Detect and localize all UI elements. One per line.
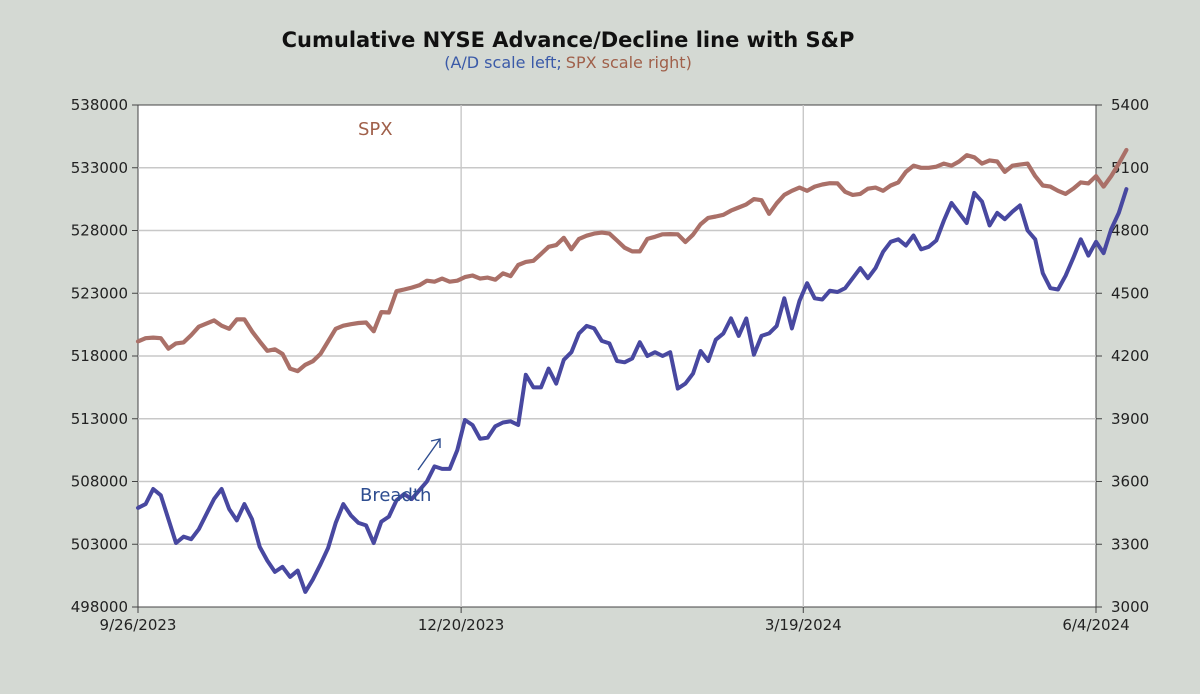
x-tick-label: 6/4/2024 [1062, 616, 1129, 634]
y-left-tick-label: 518000 [71, 347, 128, 365]
y-right-tick-label: 3900 [1111, 410, 1149, 428]
y-left-tick-label: 513000 [71, 410, 128, 428]
series-layer [135, 147, 1129, 594]
y-right-tick-label: 4800 [1111, 222, 1149, 240]
chart-title: Cumulative NYSE Advance/Decline line wit… [282, 28, 855, 52]
breadth-line [136, 187, 1129, 594]
chart-subtitle: (A/D scale left; SPX scale right) [444, 53, 692, 72]
subtitle-separator: ; [556, 53, 561, 72]
y-right-tick-label: 4200 [1111, 347, 1149, 365]
axis-layer: 498000 503000 508000 513000 518000 523000 5280… [71, 96, 1149, 634]
y-left-tick-label: 533000 [71, 159, 128, 177]
y-left-tick-label: 528000 [71, 222, 128, 240]
y-right-tick-label: 3000 [1111, 598, 1149, 616]
y-left-tick-label: 503000 [71, 535, 128, 553]
x-tick-label: 3/19/2024 [765, 616, 842, 634]
annotation-spx: SPX [358, 119, 393, 140]
y-right-tick-label: 3600 [1111, 473, 1149, 491]
y-right-tick-label: 4500 [1111, 284, 1149, 302]
y-left-tick-label: 538000 [71, 96, 128, 114]
x-tick-label: 12/20/2023 [418, 616, 504, 634]
subtitle-right-scale: SPX scale right [566, 53, 686, 72]
y-right-tick-label: 3300 [1111, 535, 1149, 553]
subtitle-left-scale: A/D scale left [450, 53, 556, 72]
y-left-tick-label: 523000 [71, 284, 128, 302]
y-left-tick-label: 498000 [71, 598, 128, 616]
subtitle-close-paren: ) [686, 53, 692, 72]
y-right-tick-label: 5400 [1111, 96, 1149, 114]
x-tick-label: 9/26/2023 [100, 616, 177, 634]
breadth-arrow [417, 438, 441, 471]
spx-line [135, 147, 1129, 374]
annotation-breadth: Breadth [360, 485, 431, 506]
y-left-tick-label: 508000 [71, 473, 128, 491]
subtitle-open-paren: ( [444, 53, 450, 72]
